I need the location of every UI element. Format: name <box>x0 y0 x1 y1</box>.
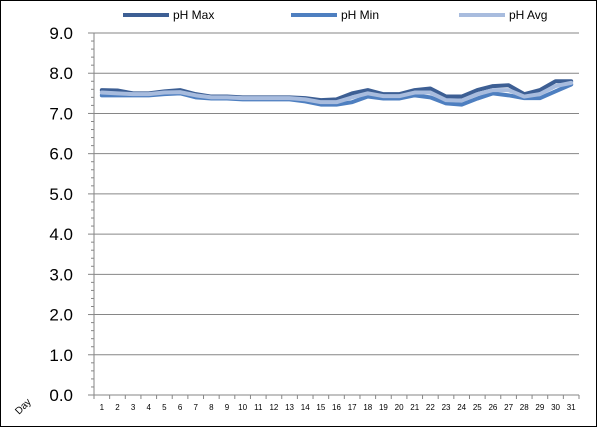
y-tick-label: 6.0 <box>49 145 73 164</box>
x-tick-label: 15 <box>316 403 325 412</box>
x-tick-label: 31 <box>567 403 576 412</box>
x-tick-label: 18 <box>363 403 372 412</box>
y-tick-label: 4.0 <box>49 225 73 244</box>
x-tick-label: 24 <box>457 403 466 412</box>
y-tick-label: 0.0 <box>49 386 73 405</box>
x-tick-label: 2 <box>115 403 120 412</box>
x-tick-label: 6 <box>178 403 183 412</box>
x-tick-label: 21 <box>410 403 419 412</box>
axes <box>88 32 580 399</box>
x-tick-label: 23 <box>442 403 451 412</box>
y-tick-label: 1.0 <box>49 346 73 365</box>
series-lines <box>99 79 574 107</box>
x-tick-label: 9 <box>225 403 230 412</box>
x-tick-label: 28 <box>520 403 529 412</box>
x-tick-label: 30 <box>551 403 560 412</box>
x-tick-label: 13 <box>285 403 294 412</box>
y-tick-label: 7.0 <box>49 104 73 123</box>
gridlines <box>94 32 579 356</box>
y-tick-label: 3.0 <box>49 265 73 284</box>
x-tick-label: 27 <box>504 403 513 412</box>
x-tick-label: 3 <box>131 403 136 412</box>
y-tick-label: 8.0 <box>49 64 73 83</box>
y-tick-labels: 0.0 1.0 2.0 3.0 4.0 5.0 6.0 7.0 8.0 9.0 <box>49 24 73 405</box>
x-tick-label: 29 <box>535 403 544 412</box>
x-tick-label: 11 <box>254 403 263 412</box>
x-tick-label: 1 <box>100 403 105 412</box>
x-tick-label: 25 <box>473 403 482 412</box>
x-tick-label: 19 <box>379 403 388 412</box>
y-tick-label: 9.0 <box>49 24 73 43</box>
x-tick-label: 5 <box>162 403 167 412</box>
x-tick-label: 12 <box>269 403 278 412</box>
x-tick-label: 14 <box>301 403 310 412</box>
x-tick-label: 8 <box>209 403 214 412</box>
legend-label: pH Max <box>173 8 214 22</box>
x-tick-label: 26 <box>488 403 497 412</box>
y-tick-label: 2.0 <box>49 306 73 325</box>
y-tick-label: 5.0 <box>49 185 73 204</box>
series-line-2 <box>99 80 574 105</box>
x-tick-label: 16 <box>332 403 341 412</box>
series-line-0 <box>99 79 574 103</box>
legend-label: pH Min <box>341 8 379 22</box>
x-tick-label: 7 <box>193 403 198 412</box>
x-tick-label: 22 <box>426 403 435 412</box>
x-tick-label: 10 <box>238 403 247 412</box>
legend-label: pH Avg <box>509 8 547 22</box>
x-tick-labels: 1 2 3 4 5 6 7 8 9 10 11 12 13 14 15 16 17 18 19 20 21 22 23 24 2… <box>100 403 577 412</box>
x-axis-label: Day <box>13 397 33 417</box>
legend: pH Max pH Min pH Avg <box>123 8 547 22</box>
x-tick-label: 4 <box>147 403 152 412</box>
x-tick-label: 20 <box>395 403 404 412</box>
x-tick-label: 17 <box>348 403 357 412</box>
